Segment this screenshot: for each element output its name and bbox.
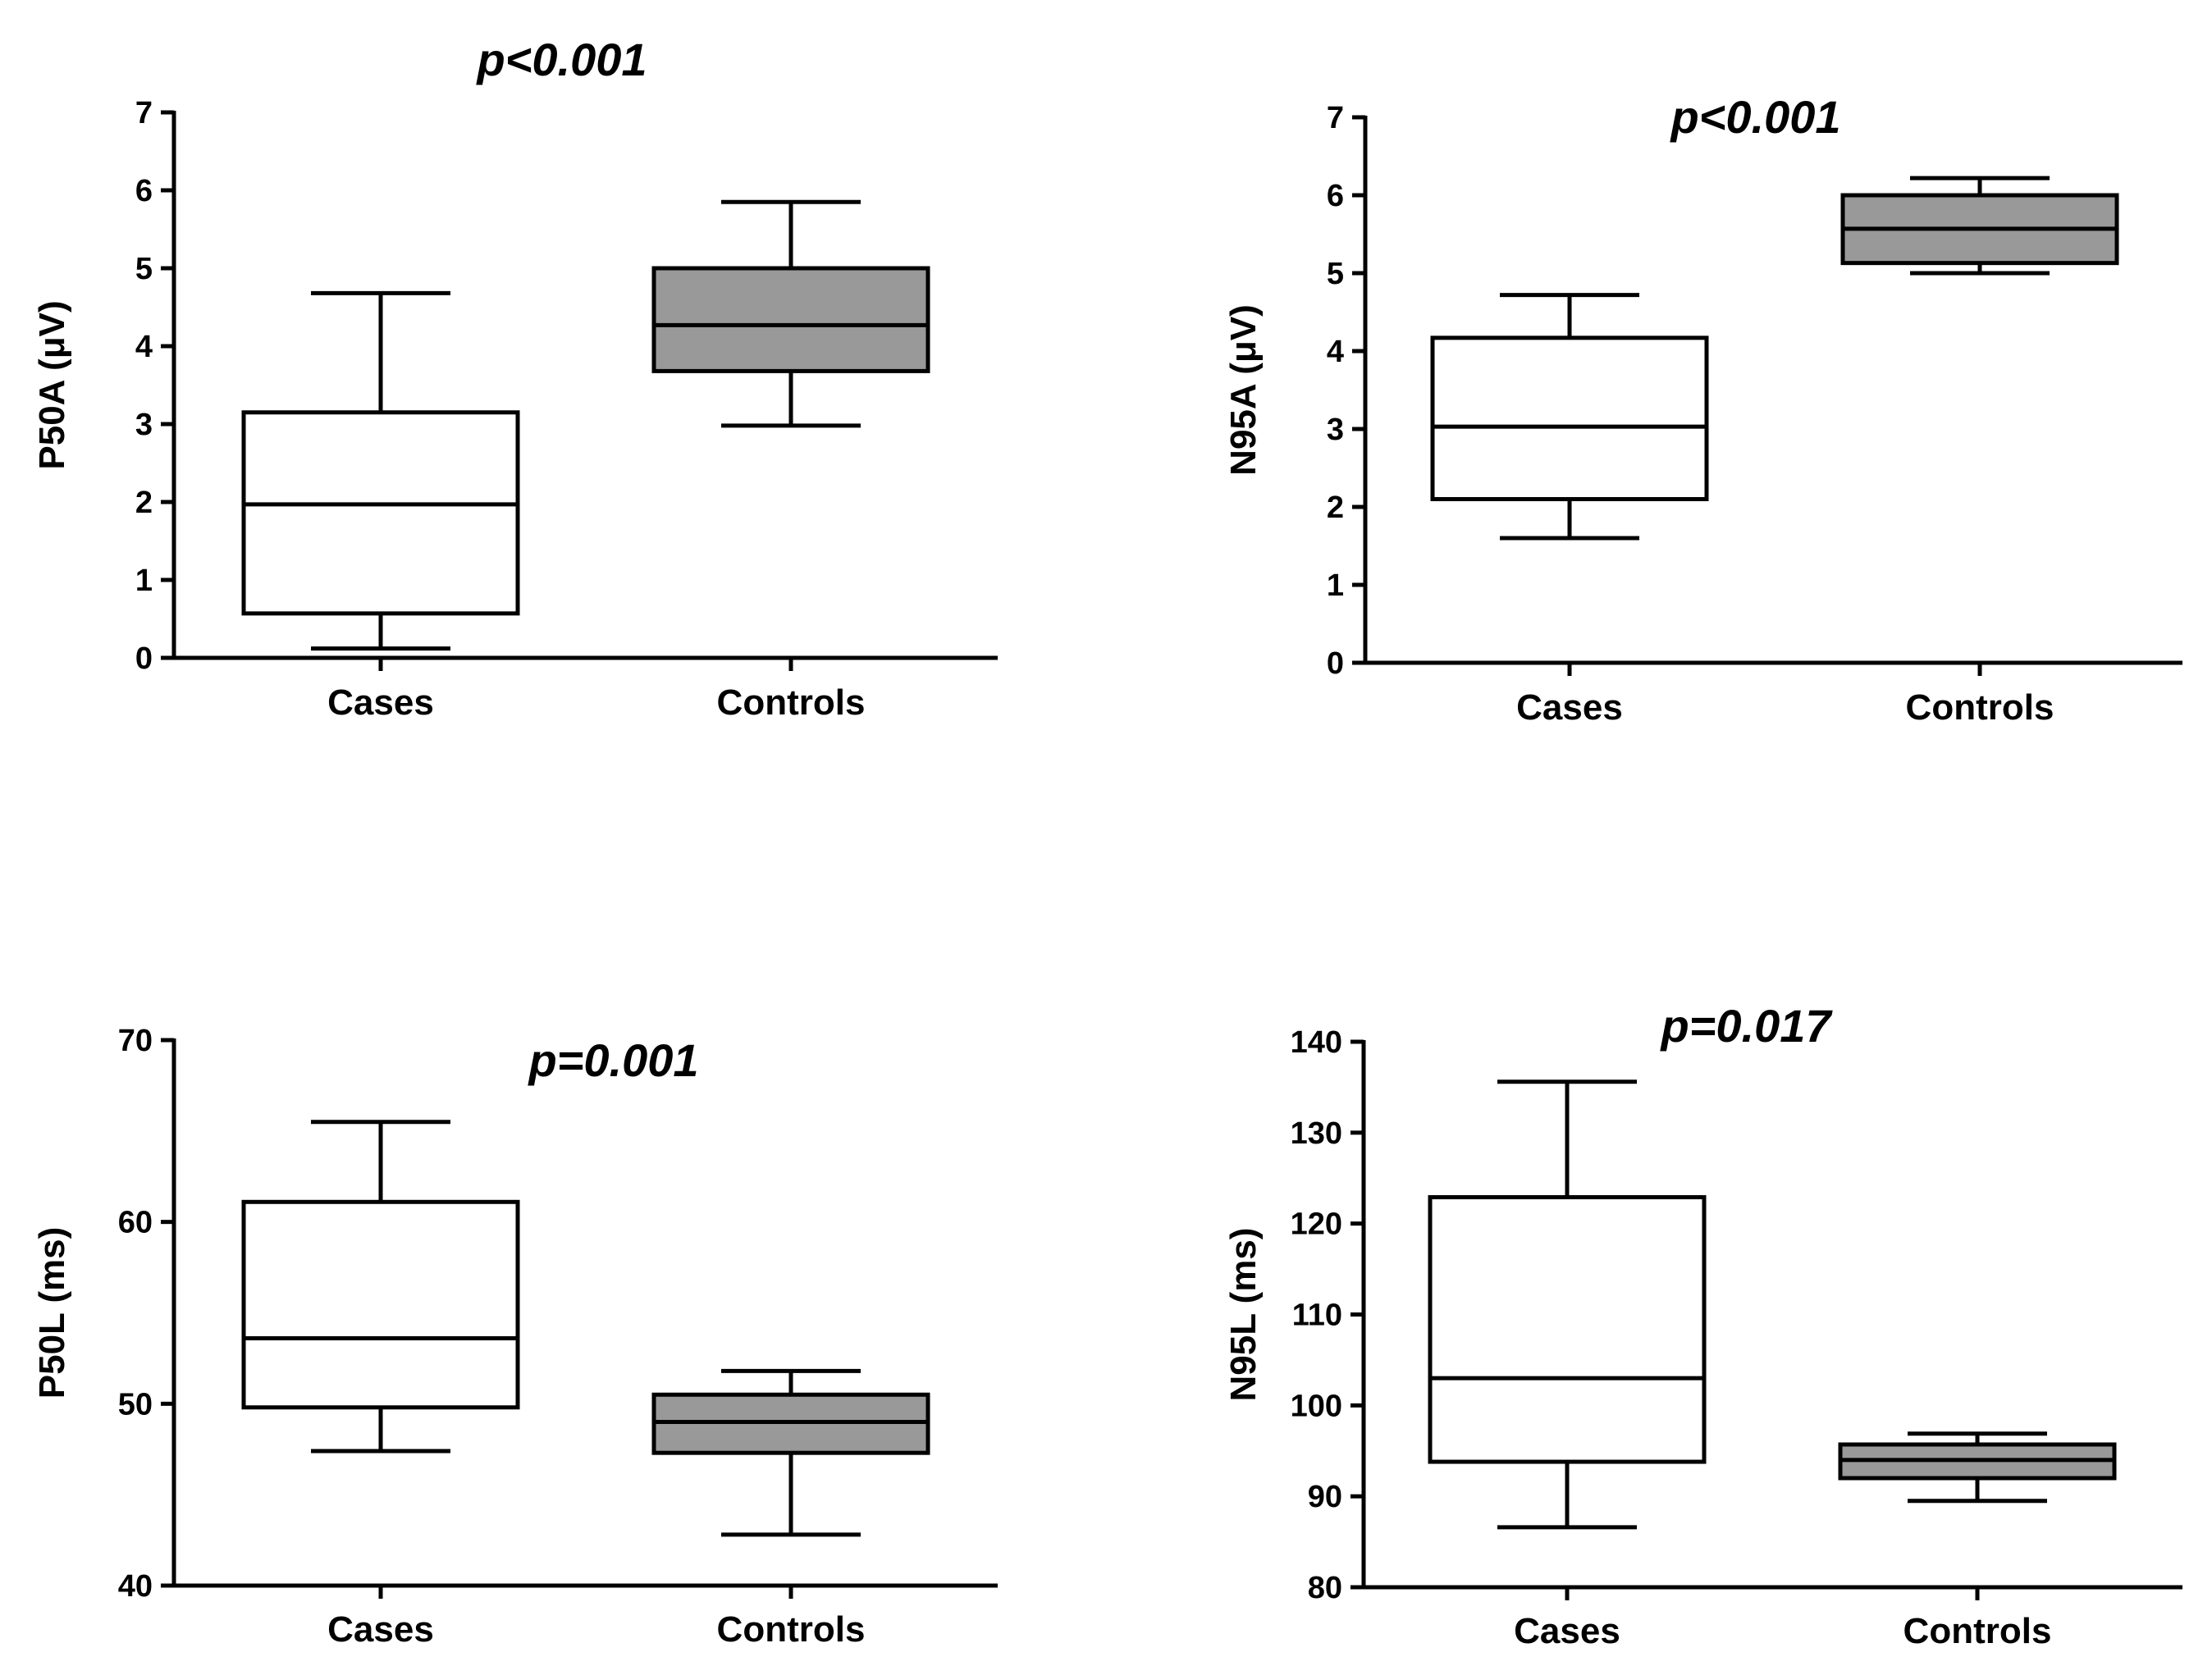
y-tick-label: 90 [1308,1480,1342,1514]
iqr-box [241,1199,520,1410]
x-category-label: Cases [327,682,434,723]
chart-n95a: 0 1 2 3 4 5 6 7 N95A (μV) p<0.001 Cases Controls [1223,91,2182,728]
chart-p50a: 0 1 2 3 4 5 6 7 P50A (μV) p<0.001 Cases Controls [32,34,998,723]
y-tick-label: 7 [1327,101,1344,135]
box-controls: Controls [651,1368,930,1650]
y-tick-label: 6 [135,174,153,208]
chart-p50l: 40 50 60 70 P50L (ms) p=0.001 Cases Controls [32,1024,998,1650]
y-tick-label: 2 [135,486,153,520]
y-tick-label: 5 [135,252,153,286]
y-tick-label: 110 [1292,1298,1342,1333]
y-tick-label: 1 [1327,568,1344,603]
y-tick-label: 50 [118,1387,153,1422]
x-category-label: Controls [717,1609,866,1650]
x-category-label: Cases [327,1609,434,1650]
y-tick-label: 3 [135,408,153,442]
box-cases: Cases [1428,1079,1707,1651]
iqr-box [241,410,520,616]
box-controls: Controls [651,199,930,723]
box-cases: Cases [241,1120,520,1650]
box-controls: Controls [1838,1431,2117,1651]
y-axis-title: N95L (ms) [1223,1228,1264,1402]
p-value-title: p<0.001 [475,34,647,85]
y-axis-title: N95A (μV) [1223,304,1264,476]
y-tick-label: 120 [1291,1207,1342,1242]
y-tick-label: 60 [118,1206,153,1240]
y-tick-label: 0 [135,641,153,676]
p-value-title: p=0.001 [527,1034,698,1086]
y-axis-title: P50L (ms) [32,1227,72,1399]
p-value-title: p=0.017 [1659,1000,1833,1052]
box-cases: Cases [1430,293,1709,728]
y-tick-label: 6 [1327,179,1344,213]
y-axis-title: P50A (μV) [32,300,72,469]
x-category-label: Controls [1904,1611,2052,1651]
iqr-box [1428,1195,1707,1464]
y-tick-label: 7 [135,96,153,130]
y-tick-label: 80 [1308,1571,1342,1605]
x-category-label: Controls [1906,687,2054,728]
y-tick-label: 140 [1291,1025,1342,1060]
y-tick-label: 5 [1327,257,1344,291]
box-controls: Controls [1840,176,2119,728]
y-tick-label: 130 [1291,1116,1342,1151]
y-tick-label: 4 [135,330,153,364]
y-tick-label: 100 [1291,1389,1342,1423]
y-tick-label: 1 [135,564,153,598]
iqr-box [1430,335,1709,501]
y-tick-label: 4 [1327,335,1344,369]
y-tick-label: 2 [1327,491,1344,525]
box-cases: Cases [241,290,520,723]
chart-n95l: 80 90 100 110 120 130 140 N95L (ms) p=0.017 Cases… [1223,1000,2182,1651]
y-tick-label: 3 [1327,413,1344,447]
x-category-label: Cases [1516,687,1623,728]
x-category-label: Controls [717,682,866,723]
y-tick-label: 70 [118,1024,153,1058]
p-value-title: p<0.001 [1669,91,1840,143]
iqr-box [651,266,930,373]
y-tick-label: 40 [118,1569,153,1604]
x-category-label: Cases [1514,1611,1620,1651]
y-tick-label: 0 [1327,646,1344,681]
